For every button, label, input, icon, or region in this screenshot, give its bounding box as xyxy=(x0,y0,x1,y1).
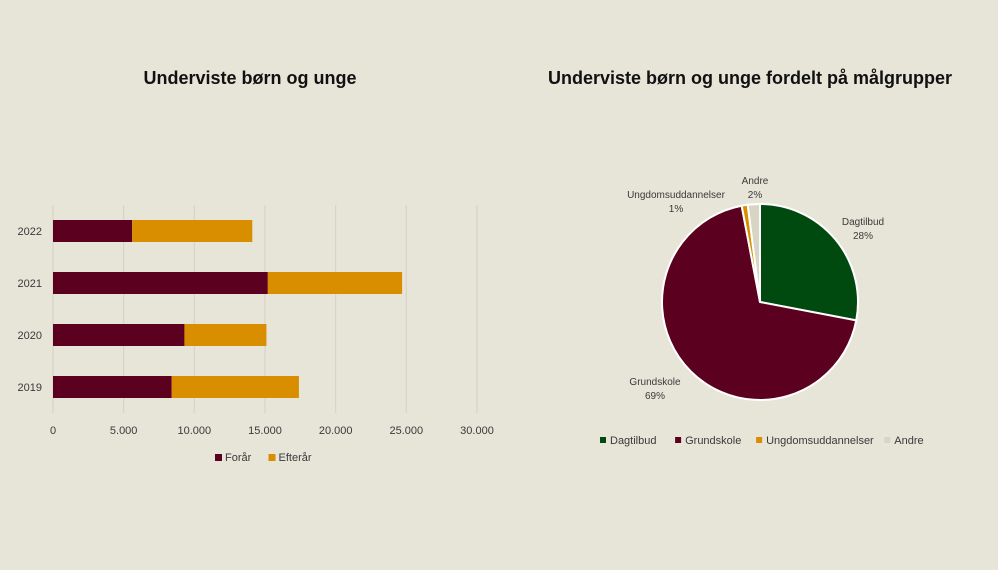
pie-slice xyxy=(746,202,761,303)
pie-slice xyxy=(759,202,859,322)
x-tick-label: 30.000 xyxy=(460,425,494,437)
bar-segment xyxy=(53,376,172,398)
pie-slice-percent: 1% xyxy=(669,204,684,215)
bar-chart-title: Underviste børn og unge xyxy=(143,68,357,88)
legend-label: Ungdomsuddannelser xyxy=(766,435,874,447)
x-tick-label: 10.000 xyxy=(178,425,212,437)
pie-slice-name: Andre xyxy=(742,176,769,187)
legend-swatch xyxy=(756,437,763,443)
x-tick-label: 20.000 xyxy=(319,425,353,437)
bar-segment xyxy=(53,220,133,242)
y-category-label: 2019 xyxy=(18,382,42,394)
legend-label: Grundskole xyxy=(685,435,741,447)
bar-segment xyxy=(53,272,268,294)
bar-segment xyxy=(132,220,253,242)
legend-swatch xyxy=(268,454,276,461)
pie-slice-name: Ungdomsuddannelser xyxy=(627,190,726,201)
x-tick-label: 25.000 xyxy=(390,425,424,437)
legend-swatch xyxy=(215,454,222,461)
x-tick-label: 0 xyxy=(50,425,56,437)
pie-slice-percent: 28% xyxy=(853,231,873,242)
bar-segment xyxy=(171,376,299,398)
legend-label: Efterår xyxy=(279,452,312,464)
x-tick-label: 5.000 xyxy=(110,425,138,437)
pie-slice-percent: 2% xyxy=(748,190,763,201)
legend-swatch xyxy=(675,437,682,443)
y-category-label: 2020 xyxy=(18,330,42,342)
pie-slice-name: Dagtilbud xyxy=(842,217,884,228)
bar-segment xyxy=(184,324,267,346)
pie-slice xyxy=(661,204,858,401)
y-category-label: 2022 xyxy=(18,226,42,238)
x-tick-label: 15.000 xyxy=(248,425,282,437)
legend-label: Andre xyxy=(894,435,923,447)
pie-chart-title: Underviste børn og unge fordelt på målgr… xyxy=(547,68,953,88)
pie-slice-name: Grundskole xyxy=(629,377,681,388)
bar-segment xyxy=(53,324,185,346)
legend-label: Forår xyxy=(225,452,252,464)
legend-swatch xyxy=(884,437,891,443)
legend-label: Dagtilbud xyxy=(610,435,656,447)
bar-segment xyxy=(267,272,403,294)
legend-swatch xyxy=(600,437,606,443)
y-category-label: 2021 xyxy=(18,278,42,290)
pie-slice-percent: 69% xyxy=(645,391,665,402)
